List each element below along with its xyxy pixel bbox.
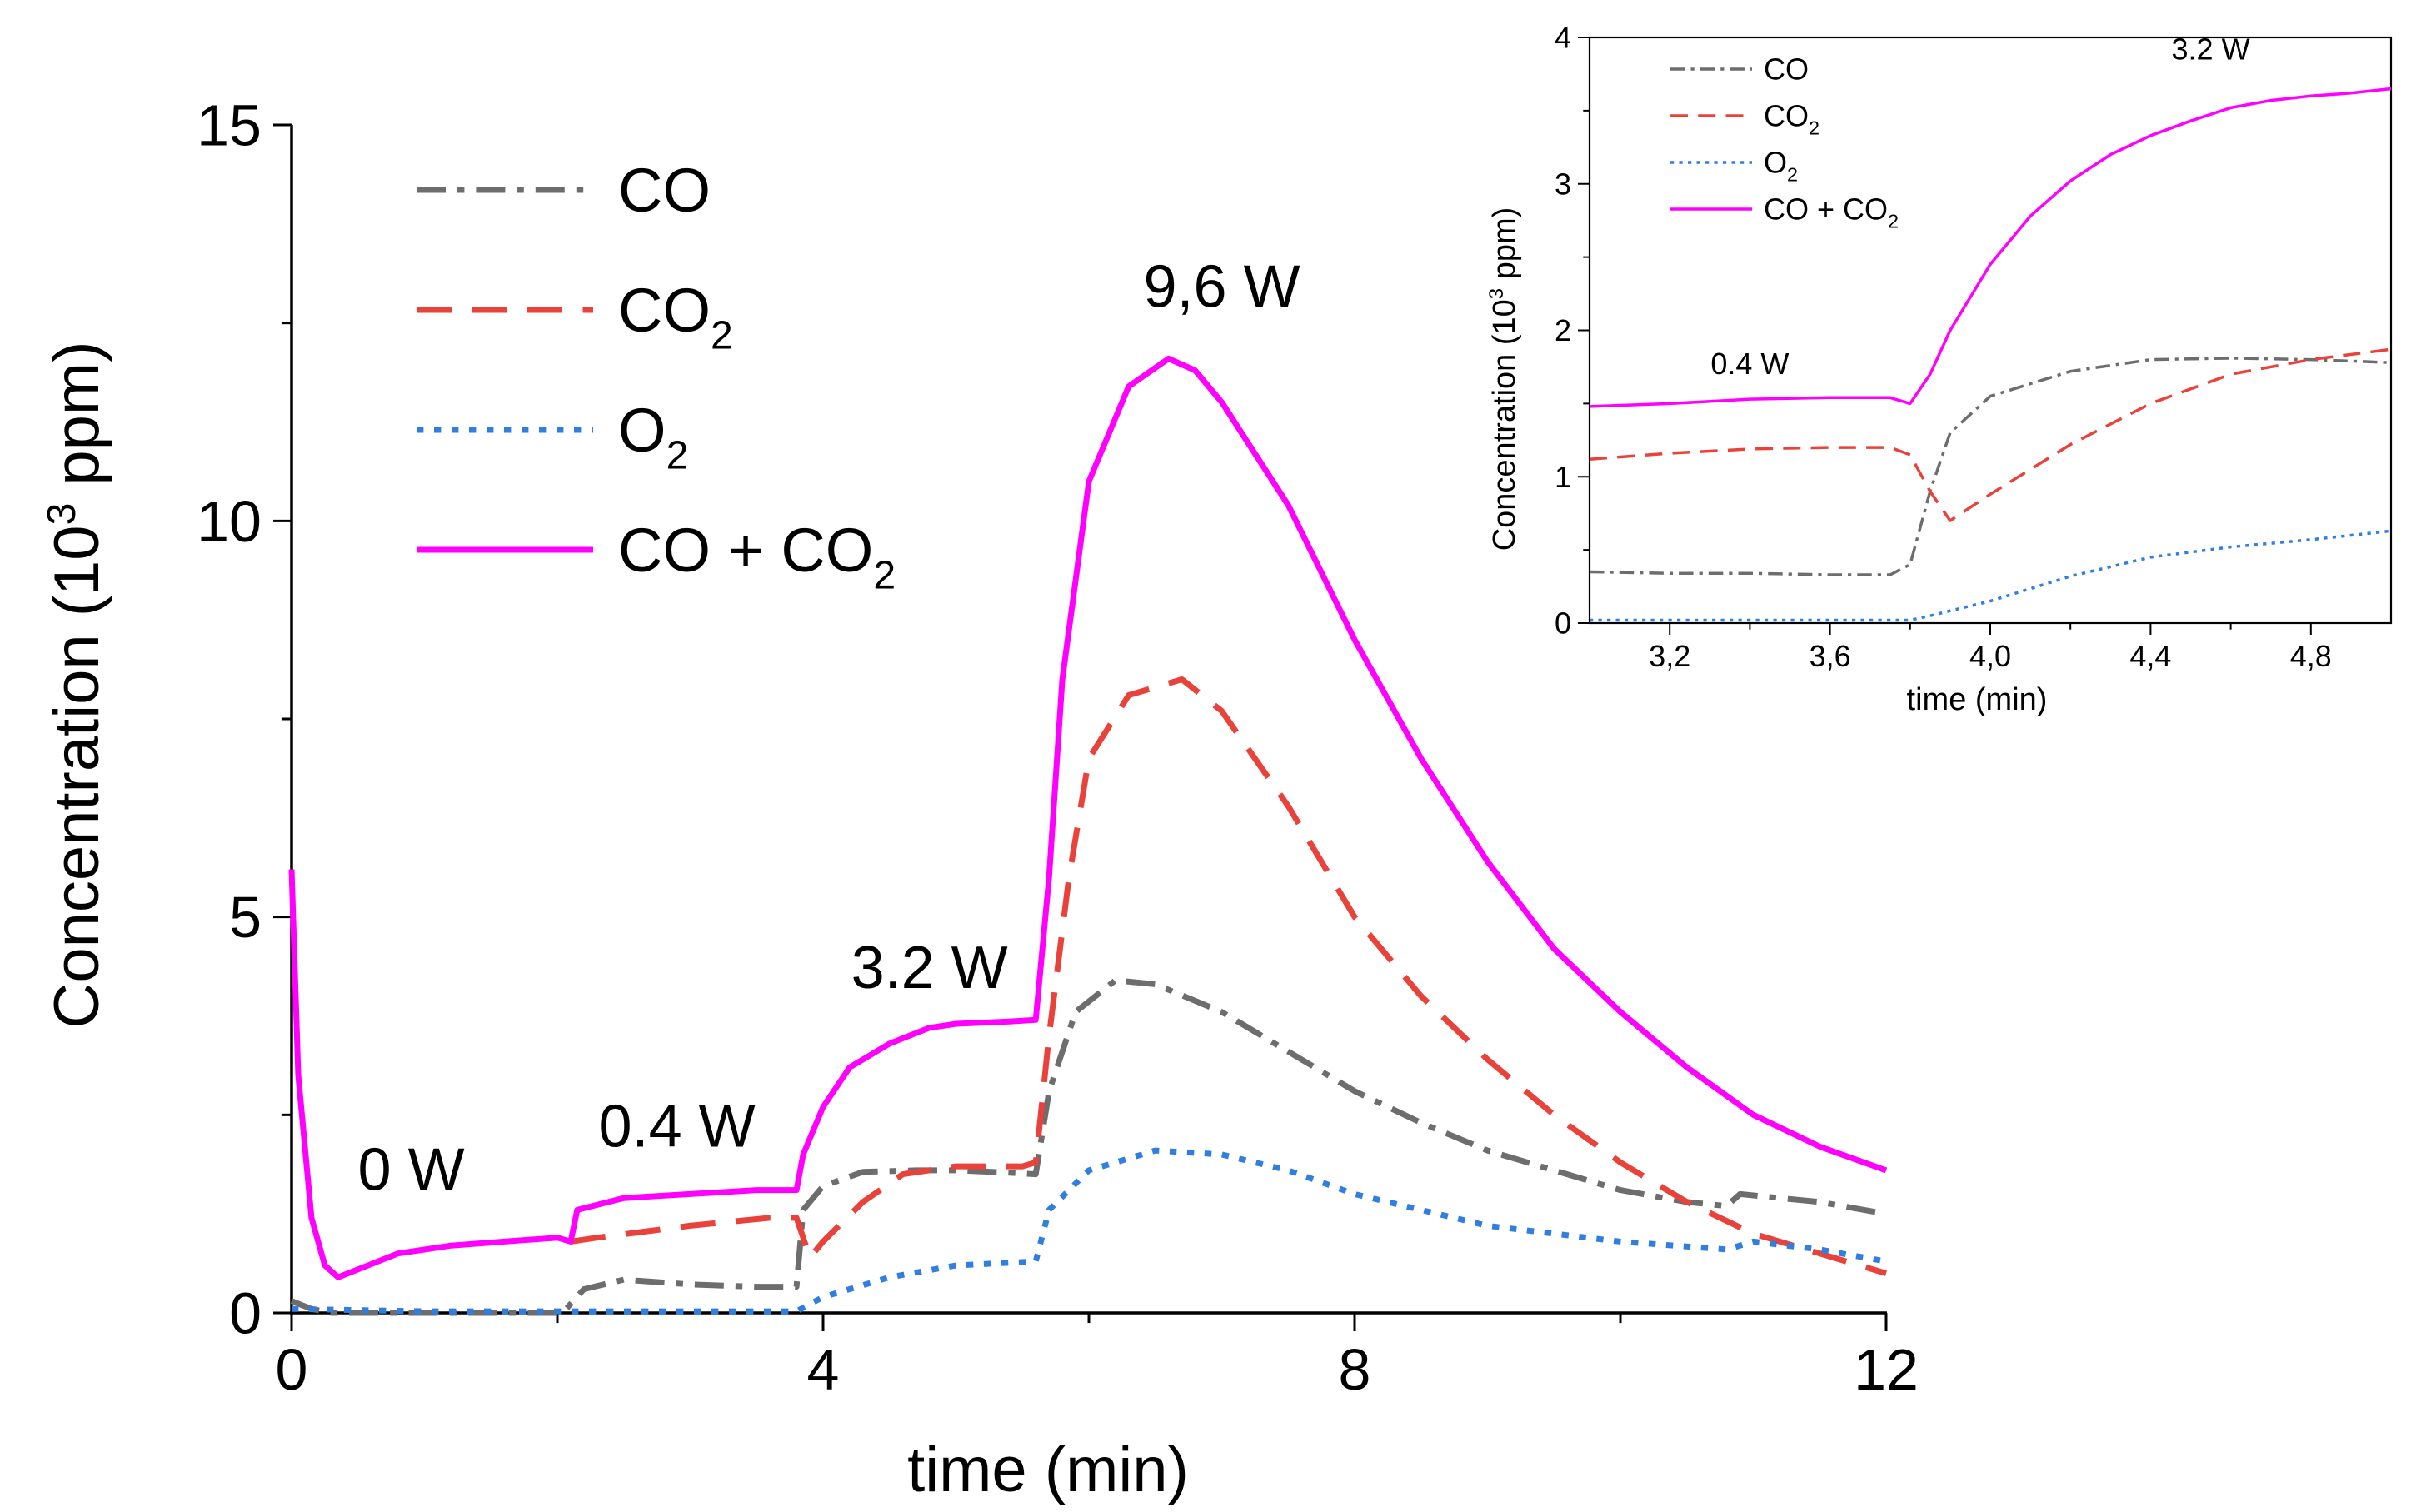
main-legend-sub: 2 bbox=[711, 313, 733, 358]
main-annotation: 9,6 W bbox=[1143, 254, 1300, 321]
main-y-label-sup: 3 bbox=[40, 503, 84, 526]
inset-legend-name: CO + CO bbox=[1764, 192, 1888, 227]
main-legend-sub: 2 bbox=[873, 553, 896, 598]
inset-series-line-3 bbox=[1589, 87, 2392, 408]
main-x-axis-label: time (min) bbox=[907, 1435, 1189, 1505]
main-y-tick-label: 5 bbox=[229, 885, 262, 950]
main-series-line-2 bbox=[291, 1147, 1887, 1315]
main-x-tick-label: 0 bbox=[276, 1337, 308, 1402]
inset-legend-sub: 2 bbox=[1787, 164, 1798, 186]
inset-x-tick-label: 4,4 bbox=[2129, 639, 2171, 673]
main-y-axis-label: Concentration (103 ppm) bbox=[40, 341, 112, 1028]
inset-y-label-end: ppm) bbox=[1487, 207, 1522, 288]
main-legend-sub: 2 bbox=[666, 433, 689, 478]
main-series-line-0 bbox=[290, 977, 1887, 1316]
main-annotation: 3.2 W bbox=[851, 935, 1008, 1001]
main-annotation: 0 W bbox=[358, 1137, 465, 1204]
inset-x-tick-label: 3,2 bbox=[1649, 639, 1690, 673]
main-legend-label: CO bbox=[618, 156, 711, 225]
inset-y-label-sup: 3 bbox=[1485, 288, 1508, 299]
inset-legend-sub: 2 bbox=[1809, 117, 1819, 139]
main-legend-label: CO2 bbox=[618, 276, 733, 358]
main-y-label-text: Concentration (10 bbox=[42, 525, 112, 1028]
inset-y-tick-label: 1 bbox=[1555, 460, 1571, 494]
inset-legend-name: CO bbox=[1764, 99, 1809, 133]
main-legend-name: CO + CO bbox=[618, 516, 873, 585]
inset-chart: 3,2 3,6 4,0 4,4 4,8 0 1 2 3 4 time (min) Concentr… bbox=[1485, 21, 2393, 717]
inset-x-tick-label: 4,0 bbox=[1969, 639, 2011, 673]
inset-annotation: 3.2 W bbox=[2172, 32, 2250, 66]
main-legend-name: CO bbox=[618, 156, 711, 225]
inset-legend-name: O bbox=[1764, 146, 1787, 180]
main-legend-label: O2 bbox=[618, 396, 688, 478]
inset-series-line-0 bbox=[1589, 357, 2392, 576]
inset-plot-frame bbox=[1588, 36, 2393, 625]
inset-x-tick-label: 3,6 bbox=[1810, 639, 1851, 673]
main-x-tick-label: 8 bbox=[1339, 1337, 1371, 1402]
main-legend-label: CO + CO2 bbox=[618, 516, 896, 598]
inset-y-tick-label: 3 bbox=[1555, 167, 1571, 201]
main-legend-name: O bbox=[618, 396, 666, 465]
main-series-line-1 bbox=[570, 676, 1888, 1276]
inset-legend-label: CO + CO2 bbox=[1764, 192, 1899, 232]
inset-series-line-1 bbox=[1589, 347, 2392, 522]
inset-legend-name: CO bbox=[1764, 52, 1809, 87]
inset-legend-label: CO bbox=[1764, 52, 1809, 87]
main-legend-name: CO bbox=[618, 276, 711, 345]
inset-x-axis-label: time (min) bbox=[1907, 682, 2048, 717]
main-series-line-3 bbox=[288, 355, 1888, 1280]
inset-y-axis-label: Concentration (103 ppm) bbox=[1485, 207, 1522, 551]
inset-y-tick-label: 4 bbox=[1555, 21, 1571, 55]
inset-y-tick-label: 2 bbox=[1555, 313, 1571, 347]
main-y-tick-label: 15 bbox=[197, 93, 262, 158]
main-y-tick-label: 10 bbox=[197, 489, 262, 554]
main-x-tick-label: 12 bbox=[1854, 1337, 1919, 1402]
main-annotation: 0.4 W bbox=[599, 1093, 756, 1160]
inset-annotation: 0.4 W bbox=[1710, 347, 1789, 381]
inset-legend-label: CO2 bbox=[1764, 99, 1819, 139]
inset-legend-sub: 2 bbox=[1888, 211, 1899, 232]
inset-y-label-text: Concentration (10 bbox=[1487, 299, 1522, 551]
inset-legend-label: O2 bbox=[1764, 146, 1798, 186]
inset-y-tick-label: 0 bbox=[1555, 606, 1571, 641]
inset-x-tick-label: 4,8 bbox=[2290, 639, 2332, 673]
main-y-label-end: ppm) bbox=[42, 341, 112, 502]
inset-series-line-2 bbox=[1590, 529, 2392, 622]
main-x-tick-label: 4 bbox=[807, 1337, 840, 1402]
main-y-tick-label: 0 bbox=[229, 1281, 262, 1346]
